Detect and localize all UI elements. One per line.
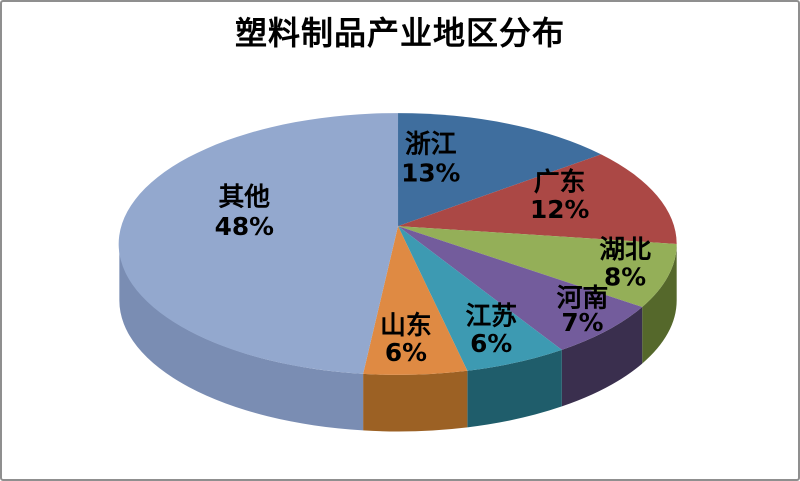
pie-slice-广东	[398, 154, 677, 244]
pie-label-name-其他: 其他	[219, 182, 271, 212]
pie-slice-湖北	[398, 226, 677, 308]
pie-slice-山东	[363, 226, 468, 375]
pie-wall-其他	[119, 243, 364, 431]
pie-label-percent-河南: 7%	[561, 308, 603, 337]
pie-label-percent-广东: 12%	[530, 195, 589, 224]
pie-slice-江苏	[398, 226, 562, 371]
pie-label-percent-浙江: 13%	[401, 158, 460, 187]
pie-wall-山东	[363, 370, 468, 432]
pie-label-percent-山东: 6%	[385, 338, 427, 367]
pie-label-name-江苏: 江苏	[465, 301, 517, 331]
pie-wall-河南	[561, 307, 643, 407]
pie-label-name-河南: 河南	[557, 283, 609, 313]
pie-wall-江苏	[467, 349, 562, 428]
pie-label-name-浙江: 浙江	[405, 130, 457, 160]
pie-label-name-广东: 广东	[534, 166, 586, 197]
pie-label-percent-其他: 48%	[215, 212, 274, 241]
pie-slice-浙江	[398, 113, 602, 227]
pie-label-percent-江苏: 6%	[470, 329, 512, 358]
pie-label-name-山东: 山东	[380, 310, 432, 341]
pie-label-percent-湖北: 8%	[604, 263, 646, 292]
pie-slice-河南	[398, 226, 643, 350]
chart-title: 塑料制品产业地区分布	[234, 14, 565, 52]
pie-wall-湖北	[642, 243, 677, 364]
pie-label-name-湖北: 湖北	[599, 235, 651, 265]
pie-slice-其他	[118, 113, 399, 374]
